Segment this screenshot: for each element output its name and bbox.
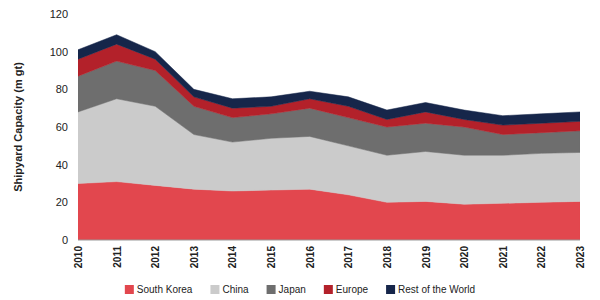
- y-tick: [74, 89, 78, 90]
- x-tick-label: 2023: [575, 246, 586, 269]
- x-tick-label: 2014: [227, 246, 238, 269]
- y-tick: [74, 164, 78, 165]
- x-tick-label: 2015: [266, 246, 277, 269]
- area: [78, 35, 580, 125]
- x-tick-label: 2016: [305, 246, 316, 269]
- x-tick-label: 2010: [73, 246, 84, 269]
- y-tick: [74, 127, 78, 128]
- x-tick-label: 2012: [150, 246, 161, 269]
- y-tick-label: 120: [50, 8, 68, 20]
- y-axis-label: Shipyard Capacity (m gt): [12, 62, 24, 192]
- legend-swatch: [125, 285, 134, 294]
- legend-swatch: [324, 285, 333, 294]
- y-tick-label: 60: [56, 121, 68, 133]
- plot-area: [78, 35, 580, 240]
- x-tick-label: 2020: [459, 246, 470, 269]
- y-tick-label: 0: [62, 234, 68, 246]
- legend-label: Rest of the World: [398, 284, 475, 295]
- legend-swatch: [210, 285, 219, 294]
- legend-label: Europe: [336, 284, 369, 295]
- x-tick-label: 2022: [536, 246, 547, 269]
- y-tick: [74, 14, 78, 15]
- x-tick-label: 2017: [343, 246, 354, 269]
- x-tick-label: 2021: [498, 246, 509, 269]
- x-axis: [78, 240, 580, 241]
- legend-swatch: [386, 285, 395, 294]
- y-tick: [74, 51, 78, 52]
- legend-label: China: [222, 284, 249, 295]
- y-tick-label: 40: [56, 159, 68, 171]
- y-tick-label: 100: [50, 46, 68, 58]
- x-tick-label: 2011: [112, 246, 123, 268]
- x-tick-label: 2013: [189, 246, 200, 269]
- y-tick: [74, 240, 78, 241]
- legend: South Korea China Japan Europe Rest of the W…: [125, 284, 475, 295]
- y-tick-label: 20: [56, 196, 68, 208]
- legend-swatch: [267, 285, 276, 294]
- x-tick-label: 2018: [382, 246, 393, 269]
- chart: 0 20 40 60 80 100 120 2010 2011 2012 2013 2014 2015 2…: [0, 0, 600, 300]
- x-tick-label: 2019: [421, 246, 432, 269]
- legend-label: South Korea: [137, 284, 193, 295]
- y-tick: [74, 202, 78, 203]
- legend-label: Japan: [279, 284, 306, 295]
- y-tick-label: 80: [56, 83, 68, 95]
